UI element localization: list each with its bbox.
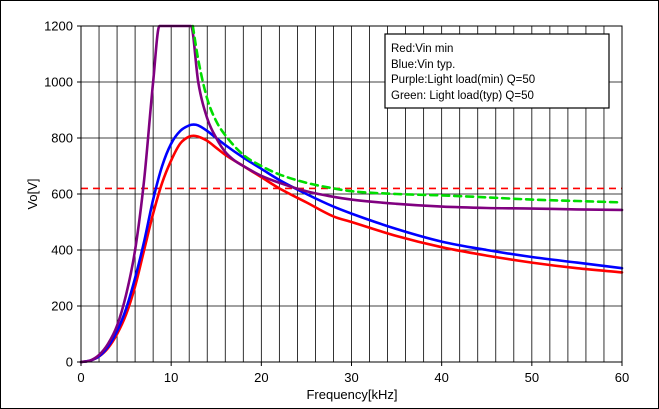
series-line [79,24,624,364]
x-axis-title: Frequency[kHz] [306,387,397,402]
series-line [79,123,624,364]
x-tick-label: 10 [164,370,178,385]
x-tick-label: 0 [77,370,84,385]
legend: Red:Vin min Blue:Vin typ. Purple:Light l… [384,33,610,109]
x-axis-ticks: 0 10 20 30 40 50 60 [77,362,629,385]
series-line [191,24,624,204]
y-tick-label: 600 [51,187,73,202]
x-tick-label: 50 [525,370,539,385]
y-axis-ticks: 0 200 400 600 800 1000 1200 [44,19,81,370]
y-tick-label: 200 [51,299,73,314]
x-tick-label: 30 [344,370,358,385]
y-tick-label: 1200 [44,19,73,34]
y-tick-label: 0 [66,355,73,370]
legend-entry: Green: Light load(typ) Q=50 [391,90,534,102]
series-line [79,134,624,364]
legend-box [384,33,610,109]
legend-entry: Purple:Light load(min) Q=50 [391,74,535,86]
y-tick-label: 800 [51,131,73,146]
series-group [79,24,624,364]
y-tick-label: 1000 [44,75,73,90]
x-tick-label: 20 [254,370,268,385]
legend-entry: Red:Vin min [391,43,453,55]
legend-entry: Blue:Vin typ. [391,59,455,71]
x-tick-label: 60 [615,370,629,385]
y-axis-title: Vo[V] [25,178,40,209]
grid [81,26,622,362]
x-tick-label: 40 [434,370,448,385]
y-tick-label: 400 [51,243,73,258]
